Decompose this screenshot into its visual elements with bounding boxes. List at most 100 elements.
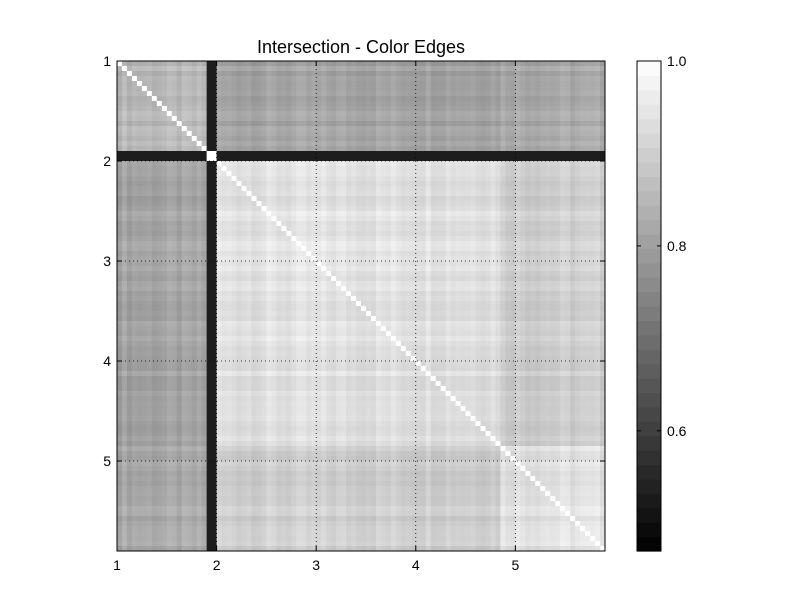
heatmap-cell [425, 196, 432, 202]
heatmap-cell [390, 71, 397, 77]
heatmap-cell [246, 236, 253, 242]
heatmap-cell [126, 166, 133, 172]
heatmap-cell [505, 296, 511, 302]
heatmap-cell [246, 146, 253, 152]
heatmap-cell [445, 111, 452, 117]
heatmap-cell [415, 241, 422, 247]
heatmap-cell [316, 76, 322, 82]
heatmap-cell [211, 81, 218, 87]
heatmap-cell [520, 216, 526, 222]
heatmap-cell [370, 231, 377, 237]
heatmap-cell [201, 251, 208, 257]
heatmap-cell [590, 106, 596, 112]
heatmap-cell [306, 256, 312, 262]
heatmap-cell [286, 91, 292, 97]
heatmap-cell [176, 241, 183, 247]
heatmap-cell [266, 256, 272, 262]
heatmap-cell [480, 211, 487, 217]
heatmap-cell [580, 241, 586, 247]
heatmap-cell [291, 191, 297, 197]
heatmap-cell [151, 211, 158, 217]
heatmap-cell [505, 191, 511, 197]
heatmap-cell [346, 176, 352, 182]
heatmap-cell [585, 291, 591, 297]
heatmap-cell [136, 166, 143, 172]
heatmap-cell [331, 121, 337, 127]
heatmap-cell [301, 301, 307, 307]
heatmap-cell [221, 116, 228, 122]
heatmap-cell [595, 296, 601, 302]
heatmap-cell [166, 101, 173, 107]
heatmap-cell [176, 276, 183, 282]
heatmap-cell [121, 306, 128, 312]
heatmap-cell [460, 91, 467, 97]
heatmap-cell [480, 101, 487, 107]
heatmap-cell [395, 101, 402, 107]
heatmap-cell [470, 116, 477, 122]
heatmap-cell [370, 236, 377, 242]
heatmap-cell [276, 291, 282, 297]
heatmap-cell [545, 266, 551, 272]
heatmap-cell [121, 176, 128, 182]
heatmap-cell [236, 311, 243, 317]
heatmap-cell [460, 206, 467, 212]
heatmap-cell [196, 106, 203, 112]
heatmap-cell [171, 251, 178, 257]
heatmap-cell [565, 166, 571, 172]
heatmap-cell [321, 221, 327, 227]
heatmap-cell [410, 86, 417, 92]
heatmap-cell [146, 151, 153, 157]
heatmap-cell [246, 311, 253, 317]
heatmap-cell [196, 71, 203, 77]
heatmap-cell [356, 121, 362, 127]
heatmap-cell [570, 296, 576, 302]
heatmap-cell [410, 241, 417, 247]
heatmap-cell [316, 156, 322, 162]
heatmap-cell [410, 271, 417, 277]
heatmap-cell [181, 276, 188, 282]
heatmap-cell [156, 281, 163, 287]
heatmap-cell [351, 76, 357, 82]
heatmap-cell [440, 101, 447, 107]
heatmap-cell [500, 266, 507, 272]
heatmap-cell [595, 271, 601, 277]
heatmap-cell [286, 296, 292, 302]
heatmap-cell [450, 71, 457, 77]
heatmap-cell [455, 281, 462, 287]
heatmap-cell [555, 186, 561, 192]
heatmap-cell [600, 101, 605, 107]
heatmap-cell [590, 221, 596, 227]
heatmap-cell [276, 271, 282, 277]
heatmap-cell [201, 221, 208, 227]
heatmap-cell [221, 141, 228, 147]
heatmap-cell [560, 131, 566, 137]
heatmap-cell [311, 256, 317, 262]
heatmap-cell [326, 176, 332, 182]
heatmap-cell [370, 126, 377, 132]
heatmap-cell [196, 171, 203, 177]
heatmap-cell [316, 241, 322, 247]
heatmap-cell [520, 236, 526, 242]
heatmap-cell [316, 101, 322, 107]
heatmap-cell [570, 171, 576, 177]
heatmap-cell [201, 91, 208, 97]
heatmap-cell [286, 311, 292, 317]
heatmap-cell [530, 61, 536, 67]
heatmap-cell [545, 126, 551, 132]
heatmap-cell [440, 71, 447, 77]
heatmap-cell [256, 141, 263, 147]
heatmap-cell [385, 211, 392, 217]
heatmap-cell [540, 141, 546, 147]
heatmap-cell [365, 286, 372, 292]
heatmap-cell [146, 256, 153, 262]
heatmap-cell [475, 106, 482, 112]
heatmap-cell [241, 96, 248, 102]
heatmap-cell [565, 111, 571, 117]
heatmap-cell [136, 286, 143, 292]
heatmap-cell [590, 296, 596, 302]
heatmap-cell [400, 66, 407, 72]
heatmap-cell [420, 171, 427, 177]
heatmap-cell [420, 136, 427, 142]
heatmap-cell [420, 96, 427, 102]
